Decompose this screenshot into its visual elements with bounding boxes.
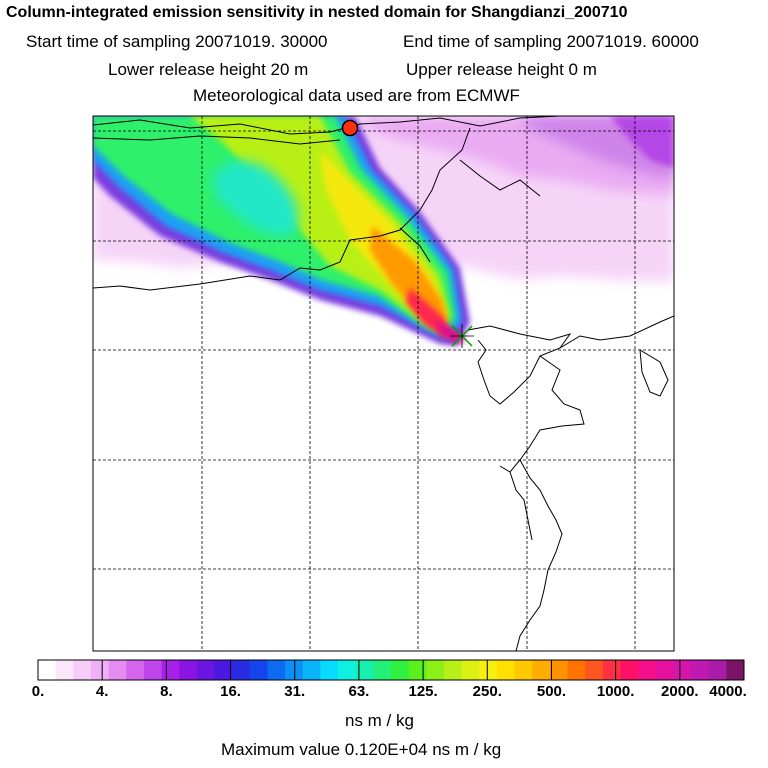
colorbar-swatch bbox=[196, 660, 215, 680]
colorbar-swatch bbox=[249, 660, 268, 680]
colorbar-swatch bbox=[514, 660, 533, 680]
colorbar-swatch bbox=[426, 660, 445, 680]
colorbar-swatch bbox=[126, 660, 145, 680]
colorbar-swatch bbox=[691, 660, 710, 680]
end-time-label: End time of sampling 20071019. 60000 bbox=[403, 32, 699, 51]
colorbar-swatch bbox=[602, 660, 621, 680]
colorbar-swatch bbox=[355, 660, 374, 680]
colorbar-swatch bbox=[232, 660, 251, 680]
plume-orange-core bbox=[370, 226, 448, 330]
colorbar-tick-label: 2000. bbox=[661, 683, 699, 700]
colorbar-tick-label: 500. bbox=[536, 683, 567, 700]
colorbar-swatch bbox=[391, 660, 410, 680]
colorbar-tick-label: 4. bbox=[95, 683, 109, 700]
colorbar-border bbox=[37, 659, 745, 681]
shandong-coast bbox=[499, 355, 585, 473]
korea-liaodong-coast bbox=[559, 315, 674, 349]
inner-border-central bbox=[399, 227, 431, 263]
colorbar-swatch bbox=[55, 660, 74, 680]
color-bar bbox=[37, 659, 745, 681]
bohai-coast bbox=[467, 325, 572, 405]
field-northeast-purple bbox=[610, 116, 674, 168]
colorbar-swatch bbox=[620, 660, 639, 680]
colorbar-swatch bbox=[73, 660, 92, 680]
met-data-label: Meteorological data used are from ECMWF bbox=[193, 86, 520, 105]
map-frame bbox=[92, 115, 675, 652]
colorbar-tick-label: 0. bbox=[31, 683, 45, 700]
colorbar-tick-label: 31. bbox=[284, 683, 306, 700]
colorbar-swatch bbox=[338, 660, 357, 680]
colorbar-tick-label: 63. bbox=[348, 683, 370, 700]
colorbar-swatch bbox=[673, 660, 692, 680]
colorbar-swatch bbox=[214, 660, 233, 680]
colorbar-swatch bbox=[302, 660, 321, 680]
colorbar-swatch bbox=[373, 660, 392, 680]
lat-lon-grid bbox=[93, 116, 674, 651]
colorbar-swatch bbox=[408, 660, 427, 680]
colorbar-swatch bbox=[638, 660, 657, 680]
east-coast-inner bbox=[509, 471, 533, 541]
release-circle bbox=[341, 119, 359, 137]
inner-border-east bbox=[459, 159, 541, 197]
colorbar-tick-label: 16. bbox=[220, 683, 241, 700]
colorbar-swatch bbox=[585, 660, 604, 680]
colorbar-swatch bbox=[143, 660, 163, 680]
sensitivity-field bbox=[93, 116, 674, 346]
colorbar-swatch bbox=[655, 660, 674, 680]
colorbar-tick-label: 1000. bbox=[596, 683, 635, 700]
upper-height-label: Upper release height 0 m bbox=[406, 60, 597, 79]
colorbar-tick-label: 125. bbox=[408, 683, 438, 700]
colorbar-swatch bbox=[161, 660, 180, 680]
colorbar-tick-label: 4000. bbox=[709, 683, 747, 700]
northeast-coast bbox=[93, 127, 471, 291]
east-coast-south bbox=[515, 459, 563, 651]
start-time-label: Start time of sampling 20071019. 30000 bbox=[26, 32, 328, 51]
colorbar-swatch bbox=[479, 660, 498, 680]
max-value-label: Maximum value 0.120E+04 ns m / kg bbox=[221, 740, 502, 759]
plot-title: Column-integrated emission sensitivity i… bbox=[6, 4, 628, 21]
colorbar-swatch bbox=[708, 660, 727, 680]
plume-cyan-core bbox=[212, 161, 299, 237]
colorbar-tick-label: 8. bbox=[160, 683, 173, 700]
colorbar-tick-label: 250. bbox=[472, 683, 502, 700]
plume-magenta-tip bbox=[436, 320, 464, 342]
colorbar-swatch bbox=[108, 660, 127, 680]
colorbar-swatch bbox=[285, 660, 304, 680]
unit-label: ns m / kg bbox=[345, 711, 414, 730]
colorbar-swatch bbox=[726, 660, 745, 680]
border-north-inner bbox=[93, 135, 341, 145]
colorbar-swatch bbox=[549, 660, 568, 680]
colorbar-swatch bbox=[461, 660, 480, 680]
colorbar-swatch bbox=[496, 660, 516, 680]
colorbar-swatch bbox=[90, 660, 110, 680]
colorbar-swatch bbox=[38, 660, 57, 680]
korea-coast bbox=[639, 349, 669, 397]
colorbar-swatch bbox=[179, 660, 198, 680]
colorbar-swatch bbox=[532, 660, 551, 680]
colorbar-swatch bbox=[567, 660, 586, 680]
colorbar-swatch bbox=[320, 660, 339, 680]
colorbar-swatch bbox=[267, 660, 286, 680]
receptor-cross bbox=[450, 324, 474, 348]
colorbar-swatch bbox=[443, 660, 463, 680]
lower-height-label: Lower release height 20 m bbox=[108, 60, 309, 79]
